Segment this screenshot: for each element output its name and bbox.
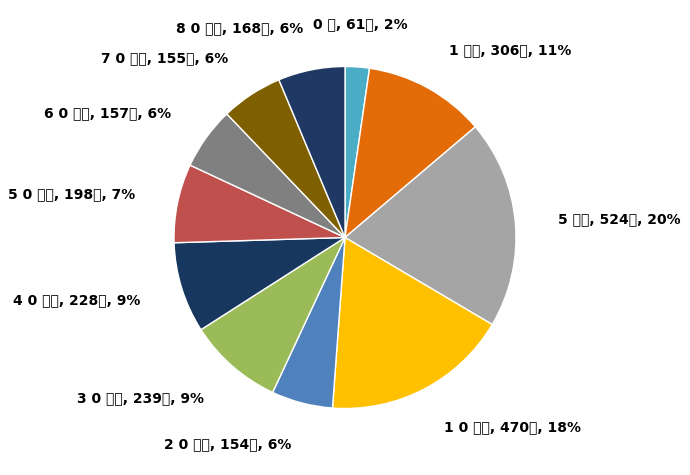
Text: 5 0 歳～, 198人, 7%: 5 0 歳～, 198人, 7% <box>8 187 136 201</box>
Wedge shape <box>345 66 370 238</box>
Text: 6 0 歳～, 157人, 6%: 6 0 歳～, 157人, 6% <box>44 106 171 120</box>
Text: 8 0 歳～, 168人, 6%: 8 0 歳～, 168人, 6% <box>176 21 303 35</box>
Wedge shape <box>273 238 345 408</box>
Wedge shape <box>345 127 516 324</box>
Text: 1 歳～, 306人, 11%: 1 歳～, 306人, 11% <box>448 44 571 57</box>
Text: 4 0 歳～, 228人, 9%: 4 0 歳～, 228人, 9% <box>13 294 141 308</box>
Text: 0 歳, 61人, 2%: 0 歳, 61人, 2% <box>313 17 408 31</box>
Wedge shape <box>345 68 475 238</box>
Text: 7 0 歳～, 155人, 6%: 7 0 歳～, 155人, 6% <box>101 52 228 66</box>
Text: 1 0 歳～, 470人, 18%: 1 0 歳～, 470人, 18% <box>444 420 581 434</box>
Wedge shape <box>174 238 345 330</box>
Text: 2 0 歳～, 154人, 6%: 2 0 歳～, 154人, 6% <box>164 437 291 451</box>
Wedge shape <box>279 66 345 238</box>
Text: 5 歳～, 524人, 20%: 5 歳～, 524人, 20% <box>558 212 680 227</box>
Wedge shape <box>333 238 492 408</box>
Wedge shape <box>227 80 345 238</box>
Wedge shape <box>174 165 345 243</box>
Wedge shape <box>190 114 345 238</box>
Text: 3 0 歳～, 239人, 9%: 3 0 歳～, 239人, 9% <box>77 391 204 405</box>
Wedge shape <box>201 238 345 392</box>
